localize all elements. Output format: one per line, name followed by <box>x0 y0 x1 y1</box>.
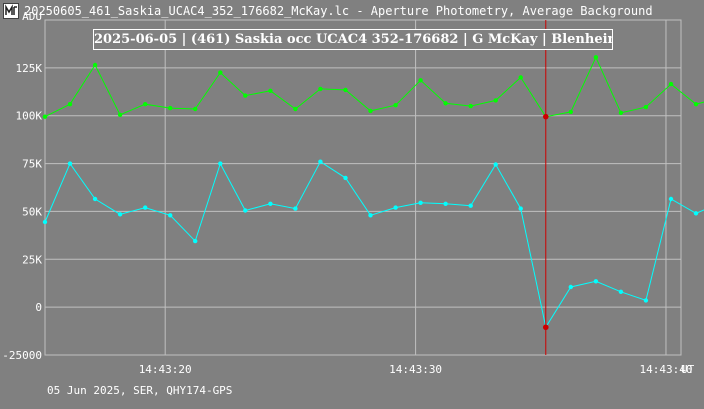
plot-grid <box>44 19 682 356</box>
target-data-point <box>668 196 674 202</box>
app-icon <box>3 3 19 19</box>
comparison-data-point <box>418 78 423 83</box>
target-series-line <box>44 160 704 329</box>
target-data-point <box>243 208 248 213</box>
x-tick-label: 14:43:20 <box>139 363 192 376</box>
target-data-point <box>643 298 649 303</box>
window-title: 20250605_461_Saskia_UCAC4_352_176682_McK… <box>24 4 653 18</box>
comparison-data-point <box>117 112 123 118</box>
target-data-point <box>67 161 73 166</box>
comparison-data-point <box>643 104 649 110</box>
target-data-point <box>493 162 498 167</box>
target-data-point <box>593 279 599 284</box>
x-axis-label: UT <box>681 363 695 376</box>
target-data-point <box>518 206 523 211</box>
footer-info: 05 Jun 2025, SER, QHY174-GPS <box>47 384 233 397</box>
x-tick-label: 14:43:40 <box>639 363 692 376</box>
comparison-data-point <box>518 75 523 80</box>
comparison-series-line <box>44 56 704 118</box>
comparison-data-point <box>243 93 248 98</box>
comparison-data-point <box>143 102 148 107</box>
target-data-point <box>293 206 298 211</box>
comparison-data-point <box>67 102 73 107</box>
y-axis-ticks: -25000 0 25K 50K 75K 100K 125K <box>2 62 42 362</box>
plot-frame <box>44 19 682 356</box>
window-titlebar: 20250605_461_Saskia_UCAC4_352_176682_McK… <box>0 0 704 24</box>
target-data-point <box>618 289 624 294</box>
target-data-point <box>693 211 699 216</box>
y-tick-label: 100K <box>16 110 43 123</box>
chart-title: 2025-06-05 | (461) Saskia occ UCAC4 352-… <box>93 29 613 50</box>
series-layer <box>42 55 704 330</box>
target-data-point <box>117 212 123 217</box>
target-data-point <box>443 201 448 206</box>
target-data-point <box>42 219 48 225</box>
target-data-point <box>143 205 148 210</box>
comparison-data-point <box>268 88 273 94</box>
comparison-data-point <box>693 102 699 107</box>
comparison-data-point <box>393 103 398 108</box>
target-data-point <box>168 213 173 218</box>
target-data-point <box>193 238 198 244</box>
y-tick-label: 25K <box>22 253 42 266</box>
comparison-data-point <box>193 106 198 112</box>
comparison-data-point <box>168 105 173 111</box>
target-data-point <box>568 284 573 290</box>
target-data-point <box>418 200 423 205</box>
comparison-data-point <box>443 101 448 106</box>
comparison-data-point <box>293 106 298 112</box>
target-data-point <box>468 203 473 208</box>
comparison-data-point <box>42 114 48 119</box>
comparison-data-point <box>218 70 223 75</box>
light-curve-chart: -25000 0 25K 50K 75K 100K 125K 14:43:20 14:43:3… <box>2 10 704 376</box>
marker-point <box>542 324 549 331</box>
target-data-point <box>393 205 398 210</box>
y-tick-label: 75K <box>22 158 42 171</box>
comparison-data-point <box>568 109 573 115</box>
y-tick-label: -25000 <box>2 349 42 362</box>
target-data-point <box>218 161 223 166</box>
event-marker-layer <box>542 20 549 355</box>
comparison-data-point <box>92 62 98 68</box>
y-tick-label: 125K <box>16 62 43 75</box>
target-data-point <box>92 196 98 202</box>
comparison-data-point <box>368 108 373 114</box>
target-data-point <box>343 175 348 181</box>
target-data-point <box>368 213 373 218</box>
comparison-data-point <box>318 86 323 92</box>
y-axis-label: ADU <box>22 10 42 23</box>
y-tick-label: 0 <box>35 301 42 314</box>
y-tick-label: 50K <box>22 205 42 218</box>
x-tick-label: 14:43:30 <box>389 363 442 376</box>
marker-point <box>542 113 549 120</box>
comparison-data-point <box>618 110 624 116</box>
comparison-data-point <box>343 87 348 93</box>
comparison-data-point <box>668 81 674 87</box>
comparison-data-point <box>493 98 498 103</box>
comparison-data-point <box>468 103 473 109</box>
target-data-point <box>318 159 323 164</box>
comparison-data-point <box>593 55 599 60</box>
target-data-point <box>268 201 273 206</box>
